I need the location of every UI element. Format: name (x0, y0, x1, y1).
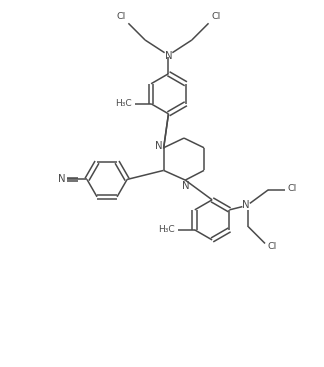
Text: H₃C: H₃C (115, 99, 131, 108)
Text: H₃C: H₃C (158, 225, 175, 234)
Text: Cl: Cl (268, 242, 277, 251)
Text: Cl: Cl (211, 12, 220, 21)
Text: Cl: Cl (288, 184, 297, 193)
Text: N: N (155, 141, 163, 151)
Text: N: N (182, 181, 190, 191)
Text: N: N (242, 200, 250, 210)
Text: Cl: Cl (117, 12, 126, 21)
Text: N: N (165, 51, 172, 61)
Text: N: N (58, 174, 65, 185)
